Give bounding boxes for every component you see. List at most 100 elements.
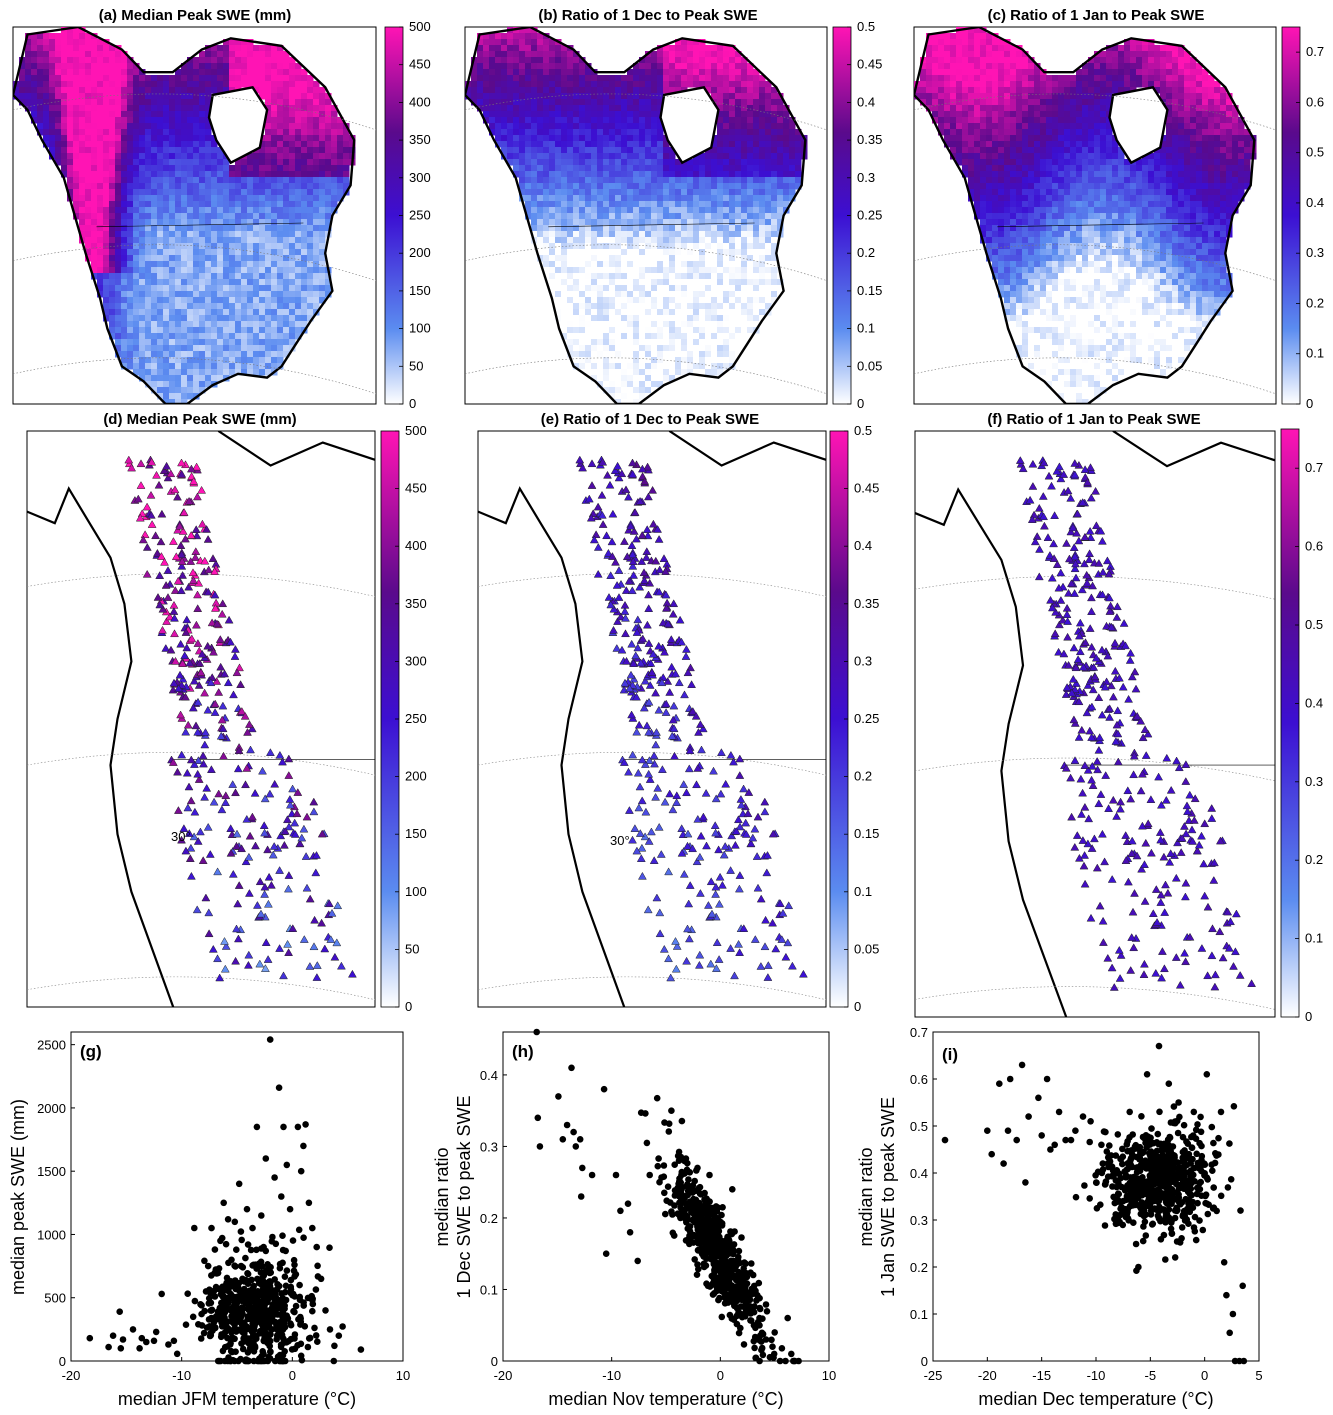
grid-cell: [729, 201, 736, 208]
grid-cell: [783, 123, 790, 130]
grid-cell: [573, 159, 580, 166]
grid-cell: [645, 261, 652, 268]
grid-cell: [283, 267, 290, 274]
colorbar-tick-label: 450: [409, 57, 431, 72]
grid-cell: [259, 213, 266, 220]
grid-cell: [633, 237, 640, 244]
grid-cell: [61, 159, 68, 166]
grid-cell: [956, 63, 963, 70]
grid-cell: [151, 345, 158, 352]
grid-cell: [277, 267, 284, 274]
grid-cell: [633, 93, 640, 100]
grid-cell: [645, 249, 652, 256]
grid-cell: [615, 357, 622, 364]
grid-cell: [741, 261, 748, 268]
grid-cell: [1154, 75, 1161, 82]
grid-cell: [615, 285, 622, 292]
grid-cell: [1034, 81, 1041, 88]
grid-cell: [765, 273, 772, 280]
grid-cell: [549, 123, 556, 130]
grid-cell: [992, 51, 999, 58]
grid-cell: [567, 87, 574, 94]
grid-cell: [507, 63, 514, 70]
grid-cell: [753, 321, 760, 328]
grid-cell: [567, 129, 574, 136]
grid-cell: [687, 201, 694, 208]
grid-cell: [759, 165, 766, 172]
grid-cell: [597, 237, 604, 244]
grid-cell: [115, 255, 122, 262]
grid-cell: [301, 183, 308, 190]
grid-cell: [765, 147, 772, 154]
grid-cell: [633, 357, 640, 364]
grid-cell: [133, 225, 140, 232]
grid-cell: [615, 333, 622, 340]
grid-cell: [651, 345, 658, 352]
grid-cell: [241, 297, 248, 304]
grid-cell: [537, 51, 544, 58]
grid-cell: [289, 267, 296, 274]
grid-cell: [717, 165, 724, 172]
grid-cell: [591, 159, 598, 166]
grid-cell: [247, 273, 254, 280]
grid-cell: [519, 117, 526, 124]
grid-cell: [657, 177, 664, 184]
grid-cell: [717, 57, 724, 64]
grid-cell: [229, 273, 236, 280]
grid-cell: [651, 237, 658, 244]
grid-cell: [31, 81, 38, 88]
grid-cell: [1148, 63, 1155, 70]
grid-cell: [597, 267, 604, 274]
grid-cell: [741, 291, 748, 298]
grid-cell: [265, 327, 272, 334]
grid-cell: [271, 243, 278, 250]
grid-cell: [603, 321, 610, 328]
grid-cell: [711, 363, 718, 370]
grid-cell: [591, 255, 598, 262]
grid-cell: [932, 33, 939, 40]
grid-cell: [621, 231, 628, 238]
grid-cell: [199, 345, 206, 352]
grid-cell: [259, 273, 266, 280]
grid-cell: [103, 81, 110, 88]
grid-cell: [621, 363, 628, 370]
grid-cell: [717, 123, 724, 130]
grid-cell: [657, 153, 664, 160]
grid-cell: [289, 159, 296, 166]
grid-cell: [247, 327, 254, 334]
grid-cell: [567, 105, 574, 112]
grid-cell: [199, 291, 206, 298]
grid-cell: [271, 45, 278, 52]
grid-cell: [603, 147, 610, 154]
grid-cell: [121, 87, 128, 94]
grid-cell: [513, 63, 520, 70]
grid-cell: [968, 57, 975, 64]
grid-cell: [687, 363, 694, 370]
grid-cell: [669, 243, 676, 250]
grid-cell: [91, 87, 98, 94]
grid-cell: [247, 315, 254, 322]
grid-cell: [31, 111, 38, 118]
grid-cell: [669, 267, 676, 274]
grid-cell: [139, 225, 146, 232]
grid-cell: [645, 309, 652, 316]
grid-cell: [241, 201, 248, 208]
grid-cell: [169, 129, 176, 136]
grid-cell: [265, 105, 272, 112]
grid-cell: [585, 141, 592, 148]
grid-cell: [43, 105, 50, 112]
grid-cell: [1022, 75, 1029, 82]
grid-cell: [1154, 69, 1161, 76]
grid-cell: [651, 183, 658, 190]
grid-cell: [187, 315, 194, 322]
grid-cell: [217, 81, 224, 88]
grid-cell: [139, 303, 146, 310]
grid-cell: [723, 105, 730, 112]
grid-cell: [567, 219, 574, 226]
grid-cell: [992, 63, 999, 70]
grid-cell: [729, 51, 736, 58]
grid-cell: [555, 195, 562, 202]
grid-cell: [585, 171, 592, 178]
grid-cell: [211, 333, 218, 340]
grid-cell: [187, 225, 194, 232]
